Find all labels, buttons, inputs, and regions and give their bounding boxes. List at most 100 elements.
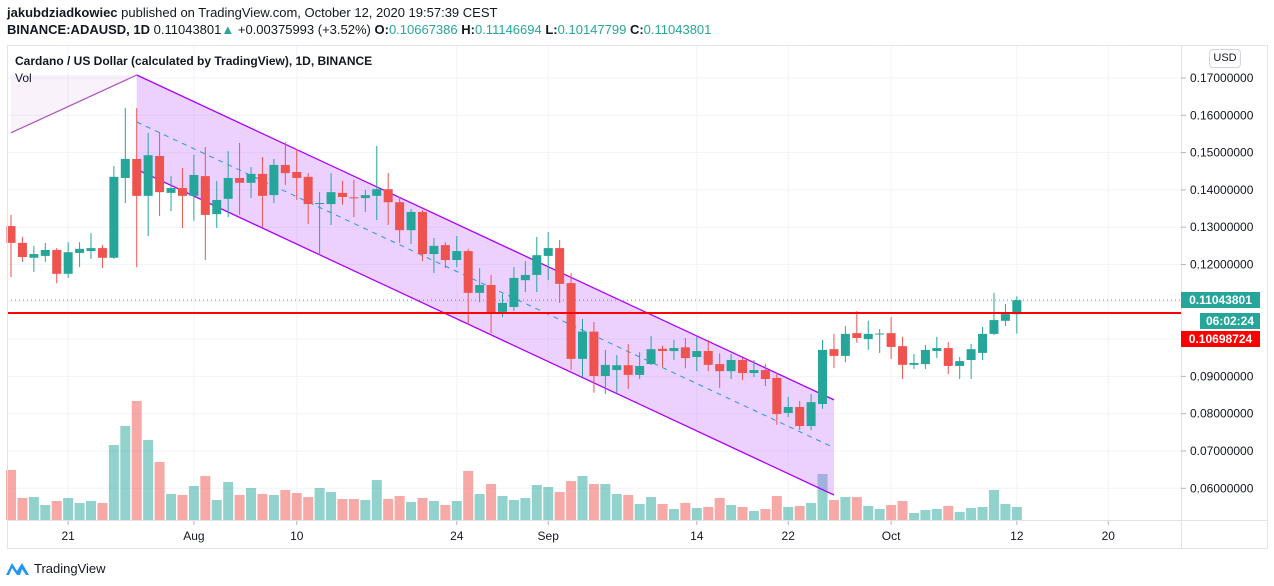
candle-body: [337, 192, 347, 197]
candle-body: [600, 364, 610, 377]
candle-body: [966, 349, 976, 360]
candle-body: [566, 283, 576, 359]
candle-body: [783, 406, 793, 413]
candle-body: [840, 333, 850, 356]
candle-body: [795, 406, 805, 427]
candle-body: [417, 211, 427, 255]
volume-bar: [371, 480, 382, 520]
volume-bar: [314, 488, 325, 520]
volume-bar: [268, 495, 279, 520]
candle-body: [177, 188, 187, 196]
price-tick-label: 0.12000000: [1190, 258, 1254, 272]
bar-countdown: 06:02:24: [1200, 313, 1260, 329]
price-tick-label: 0.16000000: [1190, 108, 1254, 122]
volume-bar: [86, 501, 97, 520]
candle-body: [920, 349, 930, 365]
volume-bar: [988, 490, 999, 520]
low-value: 0.10147799: [557, 22, 627, 37]
volume-bar: [817, 474, 828, 520]
channel-middle-line[interactable]: [136, 121, 835, 449]
volume-bar: [383, 499, 394, 520]
tradingview-logo[interactable]: TradingView: [5, 560, 106, 576]
candle-body: [326, 192, 336, 205]
candle-body: [269, 164, 279, 196]
volume-bar: [28, 497, 39, 520]
candle-body: [898, 346, 908, 365]
candle-body: [749, 370, 759, 374]
volume-bar: [577, 476, 588, 520]
grid: [7, 45, 1181, 520]
volume-bar: [1000, 504, 1011, 520]
low-label: L:: [545, 22, 558, 37]
volume-bar: [794, 506, 805, 520]
volume-bar: [508, 500, 519, 520]
volume-bar: [680, 503, 691, 520]
price-lines: [7, 299, 1181, 315]
volume-legend: Vol: [15, 71, 32, 85]
candle-body: [143, 155, 153, 196]
candle-body: [886, 333, 896, 347]
trend-line[interactable]: [10, 74, 137, 134]
volume-bar: [257, 494, 268, 520]
volume-bar: [177, 495, 188, 520]
candle-body: [955, 361, 965, 366]
candle-body: [669, 348, 679, 352]
author-name[interactable]: jakubdziadkowiec: [7, 5, 118, 20]
volume-bar: [97, 503, 108, 520]
volume-bar: [771, 496, 782, 520]
candle-body: [703, 351, 713, 365]
candle-body: [257, 173, 267, 196]
channel-lower-line[interactable]: [136, 168, 835, 496]
volume-bar: [531, 485, 542, 520]
volume-bar: [623, 495, 634, 520]
time-tick-label: Sep: [538, 529, 560, 543]
volume-bar: [566, 481, 577, 520]
candle-body: [166, 188, 176, 193]
volume-bar: [303, 497, 314, 520]
volume-bar: [703, 507, 714, 520]
volume-bar: [908, 513, 919, 520]
time-tick-label: 24: [450, 529, 464, 543]
published-text: published on TradingView.com, October 12…: [121, 5, 498, 20]
volume-bar: [520, 498, 531, 520]
price-tick-label: 0.07000000: [1190, 444, 1254, 458]
candle-body: [475, 285, 485, 293]
time-axis-bg[interactable]: [7, 521, 1181, 549]
candle-body: [578, 331, 587, 359]
channel-upper-line[interactable]: [136, 74, 835, 401]
time-tick-label: 21: [61, 529, 75, 543]
volume-bar: [737, 507, 748, 520]
volume-bar: [554, 492, 565, 520]
volume-bar: [954, 512, 965, 520]
candle-body: [52, 249, 62, 274]
candle-body: [738, 359, 748, 374]
candle-body: [6, 226, 16, 243]
candle-body: [303, 176, 313, 205]
up-triangle-icon: ▲: [221, 22, 235, 37]
volume-bar: [840, 497, 851, 520]
candle-body: [40, 249, 50, 256]
volume-bar: [874, 509, 885, 520]
candle-body: [440, 245, 450, 261]
volume-bar: [828, 500, 839, 520]
volume-bar: [1011, 507, 1022, 520]
candle-body: [463, 251, 473, 293]
candle-body: [989, 320, 999, 334]
volume-bar: [634, 504, 645, 520]
volume-bar: [931, 509, 942, 520]
currency-button[interactable]: USD: [1209, 49, 1241, 68]
volume-bar: [611, 494, 622, 520]
price-tick-label: 0.17000000: [1190, 71, 1254, 85]
volume-bar: [920, 510, 931, 520]
volume-bar: [17, 498, 28, 520]
volume-bar: [417, 498, 428, 520]
price-change: +0.00375993 (+3.52%): [237, 22, 371, 37]
volume-bar: [234, 495, 245, 520]
candle-body: [429, 245, 439, 255]
volume-bar: [451, 501, 462, 520]
volume-bar: [406, 502, 417, 520]
candle-body: [120, 158, 130, 178]
volume-bar: [783, 507, 794, 520]
price-tick-label: 0.08000000: [1190, 407, 1254, 421]
